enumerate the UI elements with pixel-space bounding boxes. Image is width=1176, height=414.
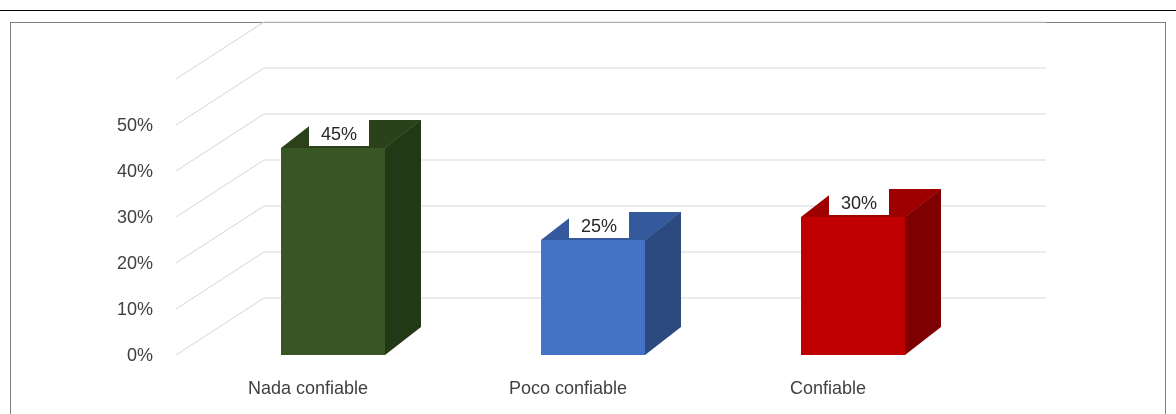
y-tick-label: 20%	[117, 253, 153, 273]
data-label: 45%	[321, 124, 357, 144]
gridline-side	[175, 67, 265, 126]
category-label: Confiable	[790, 378, 866, 398]
gridline-side	[175, 21, 265, 80]
data-label-box	[569, 211, 629, 238]
gridline-side	[175, 205, 265, 264]
y-tick-label: 0%	[127, 345, 153, 365]
data-label: 30%	[841, 193, 877, 213]
bar-side	[905, 189, 941, 355]
gridline-side	[175, 159, 265, 218]
data-label-box	[309, 119, 369, 146]
y-tick-label: 30%	[117, 207, 153, 227]
bar	[281, 148, 385, 355]
category-label: Poco confiable	[509, 378, 627, 398]
gridline-side	[175, 297, 265, 356]
category-label: Nada confiable	[248, 378, 368, 398]
y-tick-label: 10%	[117, 299, 153, 319]
bar	[541, 240, 645, 355]
y-tick-label: 40%	[117, 161, 153, 181]
bar-side	[645, 212, 681, 355]
gridline-side	[175, 251, 265, 310]
y-tick-label: 50%	[117, 115, 153, 135]
gridline-side	[175, 113, 265, 172]
data-label-box	[829, 188, 889, 215]
data-label: 25%	[581, 216, 617, 236]
bar-side	[385, 120, 421, 355]
bar	[801, 217, 905, 355]
top-rule	[0, 0, 1176, 11]
